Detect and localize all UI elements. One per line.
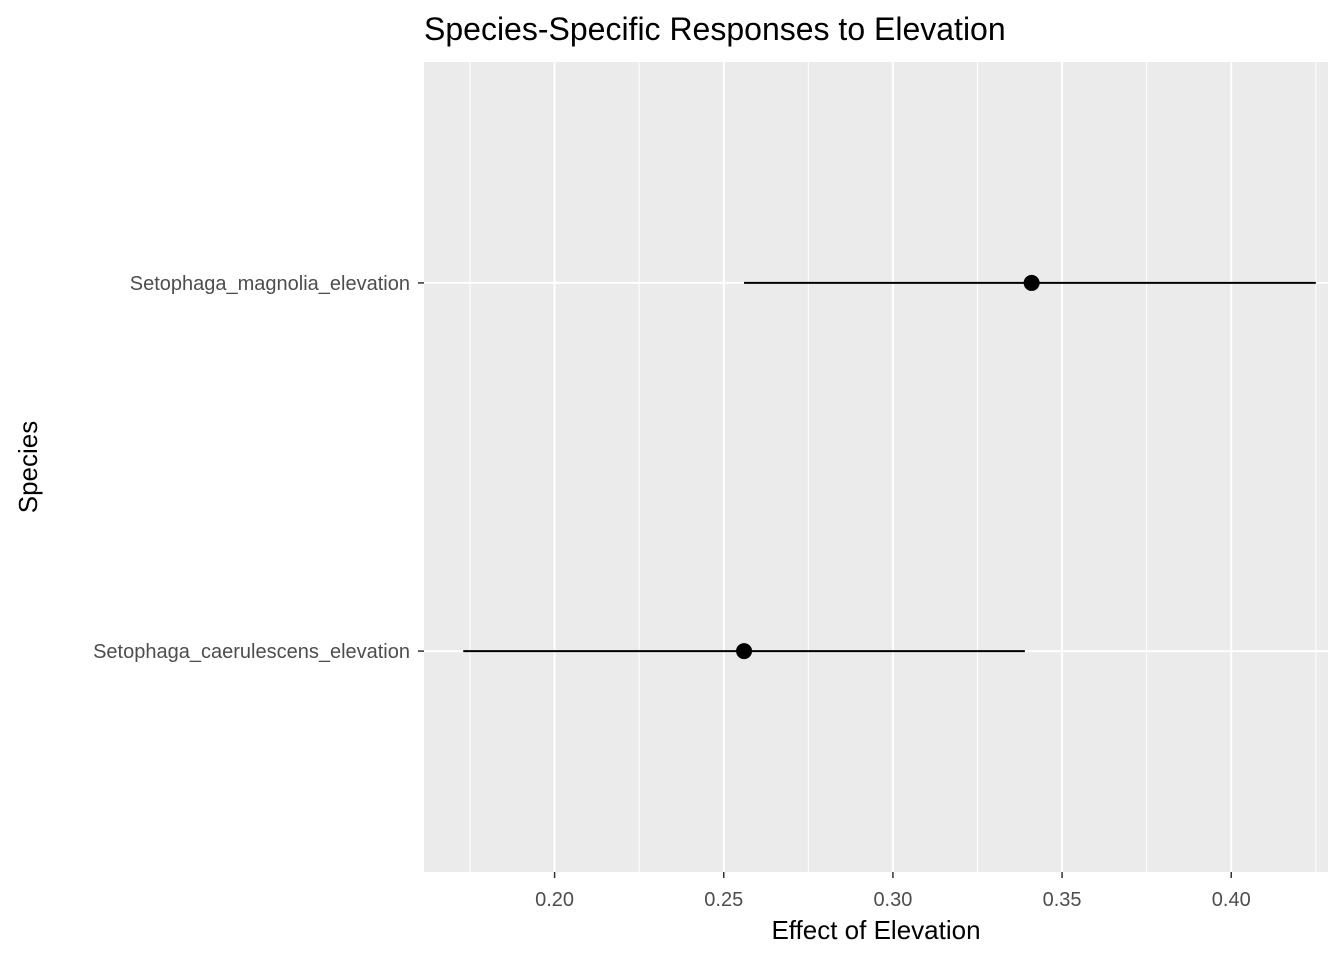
plot-panel [424, 62, 1328, 872]
major-gridlines [424, 62, 1328, 872]
data-point [736, 643, 753, 660]
minor-gridlines [469, 62, 1317, 872]
x-axis-ticks: 0.20 0.25 0.30 0.35 0.40 [535, 872, 1251, 911]
x-tick-label: 0.25 [704, 889, 743, 911]
y-tick-label: Setophaga_caerulescens_elevation [93, 641, 410, 663]
x-tick-label: 0.20 [535, 889, 574, 911]
x-tick-label: 0.30 [873, 889, 912, 911]
x-tick-label: 0.40 [1212, 889, 1251, 911]
x-tick-label: 0.35 [1043, 889, 1082, 911]
y-tick-label: Setophaga_magnolia_elevation [130, 273, 410, 295]
data-point [1023, 274, 1040, 291]
y-axis-title: Species [13, 421, 43, 514]
data-points [736, 274, 1040, 660]
y-axis-ticks: Setophaga_caerulescens_elevation Setophag… [93, 273, 424, 663]
chart-title: Species-Specific Responses to Elevation [424, 11, 1006, 47]
x-axis-title: Effect of Elevation [771, 915, 980, 945]
